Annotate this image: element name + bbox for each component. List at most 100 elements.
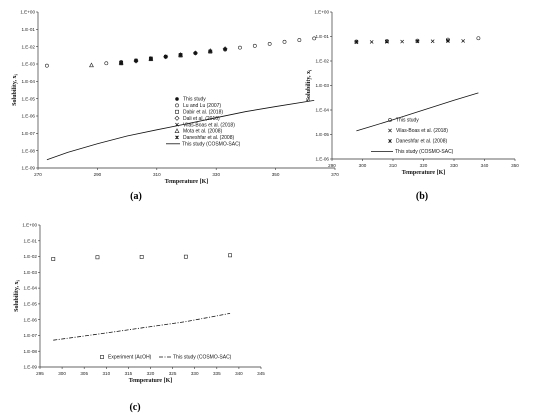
data-point [207,48,213,53]
data-point [183,254,188,259]
data-point [134,58,138,63]
chart-panel-1: 1.E-09 1.E-08 1.E-07 1.E-06 1.E-05 1.E-04 1.E-… [12,10,339,202]
data-point [89,62,94,68]
legend-marker [175,122,179,127]
data-point [45,63,49,68]
x-tick-label: 335 [213,371,221,376]
data-point [297,38,302,42]
y-tick-label: 1.E-03 [23,270,37,275]
data-point [228,253,232,258]
data-point [354,40,359,44]
x-tick-label: 320 [420,163,428,168]
y-tick-label: 1.E-05 [23,301,37,306]
data-point [282,39,287,44]
y-tick-label: 1.E-04 [315,108,329,113]
y-tick-label: 1.E-07 [21,131,35,136]
x-axis-label: Temperature [K] [165,179,209,185]
data-point [312,36,317,41]
y-axis-label: Solubility, xi [306,69,313,101]
data-point [163,54,168,59]
y-tick-label: 1.E-09 [23,365,37,370]
data-point [51,257,56,261]
x-tick-label: 305 [80,371,88,376]
data-point [369,40,374,44]
data-point [446,38,450,43]
data-point [267,41,272,46]
x-tick-label: 300 [359,163,367,168]
legend-marker [174,128,180,133]
legend-entry: Dabir et al. (2018) [183,110,223,116]
data-point [430,39,435,44]
y-tick-label: 1.E+00 [22,223,37,228]
series-line-cosmo-sac [356,92,479,132]
data-point [104,61,109,66]
y-axis-label: Solubility, xi [12,73,19,105]
y-tick-label: 1.E+00 [20,10,35,15]
legend-entry: Experiment (AcOH) [108,355,152,361]
y-tick-label: 1.E-05 [315,132,329,137]
panel-caption: (b) [416,191,428,202]
x-axis-label: Temperature [K] [402,170,446,176]
y-tick-label: 1.E-04 [21,79,35,84]
y-tick-label: 1.E-06 [315,157,329,162]
x-tick-label: 315 [125,371,133,376]
x-tick-label: 340 [481,163,489,168]
x-tick-label: 310 [102,371,110,376]
legend: Experiment (AcOH) This study (COSMO-SAC) [100,355,232,361]
y-tick-label: 1.E-02 [23,254,37,259]
x-tick-label: 300 [58,371,66,376]
y-tick-label: 1.E-03 [21,62,35,67]
data-point [133,58,139,64]
legend-entry: This study (COSMO-SAC) [182,142,241,148]
legend-entry: This study (COSMO-SAC) [395,149,454,155]
data-point [148,56,153,61]
data-point [148,56,154,61]
legend-marker [388,128,392,133]
y-tick-label: 1.E-08 [21,148,35,153]
x-tick-label: 320 [147,371,155,376]
data-point [461,39,465,43]
y-tick-label: 1.E+00 [314,10,329,15]
legend-marker [174,115,180,121]
x-tick-label: 310 [389,163,397,168]
x-tick-label: 330 [450,163,458,168]
y-tick-label: 1.E-03 [315,83,329,88]
data-point [222,46,228,52]
legend-entry: This study [396,118,419,124]
y-tick-label: 1.E-09 [21,166,35,171]
x-tick-label: 325 [169,371,177,376]
data-point [178,52,183,57]
chart-panel-3: 1.E-09 1.E-08 1.E-07 1.E-06 1.E-05 1.E-04 1.E-… [14,223,265,413]
legend-marker [388,139,392,143]
legend-entry: Vilas-Boas et al. (2018) [183,122,235,128]
legend: This study Vilas-Boas et al. (2018) Danesh… [371,118,454,155]
y-tick-label: 1.E-02 [315,59,329,64]
data-point [415,39,420,44]
y-tick-label: 1.E-05 [21,96,35,101]
chart-panel-2: 1.E-06 1.E-05 1.E-04 1.E-03 1.E-02 1.E-01 1.E+… [306,10,519,202]
data-point [476,36,481,41]
x-tick-label: 290 [328,163,336,168]
x-tick-label: 340 [235,371,243,376]
panel-caption: (c) [129,402,140,413]
x-tick-label: 270 [34,172,42,177]
y-tick-label: 1.E-01 [23,238,37,243]
data-point [400,39,404,44]
legend-entry: This study [183,97,206,103]
y-tick-label: 1.E-01 [315,34,329,39]
legend-marker [175,135,179,140]
data-point [139,255,144,259]
y-tick-label: 1.E-02 [21,44,35,49]
y-axis-label: Solubility, xi [14,279,21,311]
legend-marker [388,118,392,122]
x-tick-label: 350 [272,172,280,177]
series-line-cosmo-sac [53,312,231,341]
x-tick-label: 330 [212,172,220,177]
x-tick-label: 345 [257,371,265,376]
y-tick-label: 1.E-06 [23,317,37,322]
x-axis-label: Temperature [K] [129,378,173,384]
legend-entry: This study (COSMO-SAC) [173,355,232,361]
legend-entry: Daneshfar et al. (2008) [396,139,447,145]
legend-entry: Mota et al. (2008) [183,129,223,135]
